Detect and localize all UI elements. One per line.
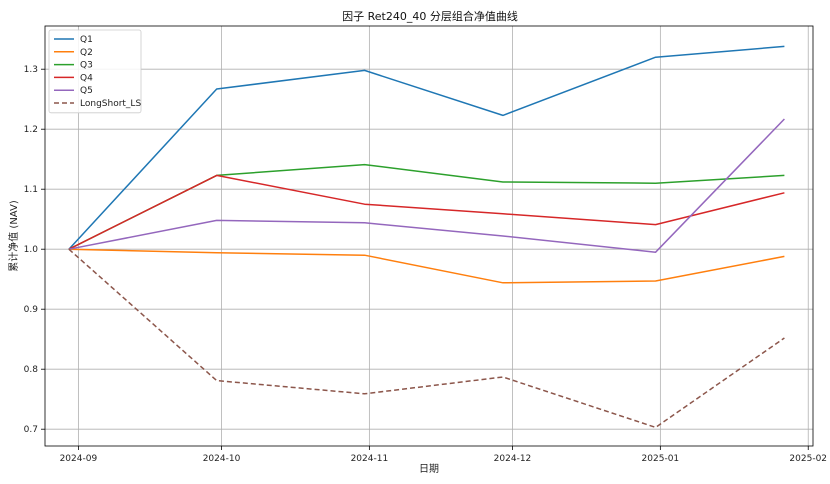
legend-label: LongShort_LS	[80, 99, 141, 109]
x-tick-label: 2024-09	[60, 454, 98, 464]
x-axis-title: 日期	[419, 463, 439, 475]
legend-label: Q2	[80, 48, 93, 58]
series-line-q3	[68, 163, 785, 250]
legend: Q1 Q2 Q3 Q4 Q5 LongShort_LS	[48, 29, 142, 114]
y-tick-label: 1.0	[24, 245, 39, 255]
y-tick-label: 0.9	[24, 305, 39, 315]
x-tick-label: 2024-11	[351, 454, 389, 464]
y-axis-title: 累计净值 (NAV)	[7, 200, 20, 272]
axis-ticks: 2024-09 2024-10 2024-11 2024-12 2025-01 2025-…	[24, 65, 827, 464]
x-tick-label: 2024-12	[494, 454, 532, 464]
grid	[45, 26, 813, 446]
series-lines	[68, 45, 785, 429]
series-line-q4	[68, 174, 785, 250]
legend-box	[48, 29, 142, 114]
x-tick-label: 2025-01	[642, 454, 680, 464]
legend-label: Q1	[80, 35, 93, 45]
y-tick-label: 1.2	[24, 125, 38, 135]
series-line-q1	[68, 45, 785, 250]
y-tick-label: 1.1	[24, 185, 38, 195]
y-tick-label: 0.8	[24, 365, 39, 375]
y-tick-label: 0.7	[24, 425, 38, 435]
plot-frame	[44, 25, 814, 447]
legend-label: Q3	[80, 61, 93, 71]
y-tick-label: 1.3	[24, 65, 38, 75]
legend-label: Q5	[80, 86, 93, 96]
chart-title: 因子 Ret240_40 分层组合净值曲线	[342, 9, 518, 23]
series-line-q2	[68, 248, 785, 284]
series-line-longshort-ls	[68, 248, 785, 429]
series-line-q5	[68, 118, 785, 253]
x-tick-label: 2024-10	[203, 454, 241, 464]
x-tick-label: 2025-02	[789, 454, 827, 464]
legend-label: Q4	[80, 73, 93, 83]
